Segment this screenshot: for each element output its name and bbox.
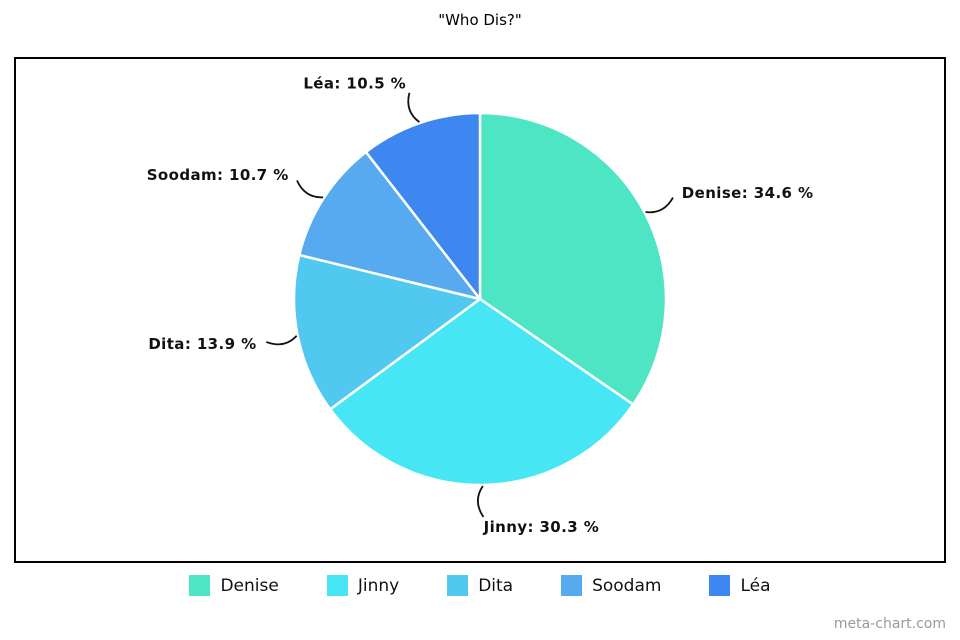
pie-slice-dita — [292, 253, 482, 411]
legend: Denise Jinny Dita Soodam Léa — [0, 575, 960, 596]
legend-label: Léa — [740, 575, 771, 596]
slice-label-soodam: Soodam: 10.7 % — [147, 166, 289, 184]
chart-title: "Who Dis?" — [438, 11, 522, 29]
label-leader-line — [645, 197, 674, 214]
legend-label: Dita — [478, 575, 514, 596]
pie-slice-léa — [364, 111, 482, 301]
legend-label: Denise — [220, 575, 279, 596]
legend-swatch — [561, 575, 583, 596]
legend-label: Jinny — [357, 575, 400, 596]
legend-item-léa: Léa — [709, 575, 771, 596]
pie-chart: Denise: 34.6 % Jinny: 30.3 % Dita: 13.9 % S… — [147, 74, 814, 536]
legend-swatch — [447, 575, 469, 596]
legend-item-denise: Denise — [189, 575, 279, 596]
slice-label-dita: Dita: 13.9 % — [148, 335, 256, 353]
label-leader-line — [476, 485, 485, 518]
label-leader-line — [296, 180, 324, 199]
legend-swatch — [189, 575, 211, 596]
watermark: meta-chart.com — [833, 616, 946, 632]
slice-label-denise: Denise: 34.6 % — [682, 184, 814, 202]
pie-slice-denise — [478, 111, 668, 406]
pie-slice-jinny — [328, 297, 635, 487]
legend-item-jinny: Jinny — [326, 575, 400, 596]
legend-swatch — [326, 575, 348, 596]
slice-label-léa: Léa: 10.5 % — [303, 74, 406, 92]
label-leader-line — [265, 335, 298, 346]
legend-item-soodam: Soodam — [561, 575, 661, 596]
slice-label-jinny: Jinny: 30.3 % — [483, 518, 600, 536]
pie-slice-soodam — [298, 150, 482, 301]
label-leader-line — [407, 92, 420, 123]
legend-swatch — [709, 575, 731, 596]
legend-label: Soodam — [592, 575, 662, 596]
legend-item-dita: Dita — [447, 575, 513, 596]
chart-area: Denise: 34.6 % Jinny: 30.3 % Dita: 13.9 % S… — [14, 57, 946, 563]
